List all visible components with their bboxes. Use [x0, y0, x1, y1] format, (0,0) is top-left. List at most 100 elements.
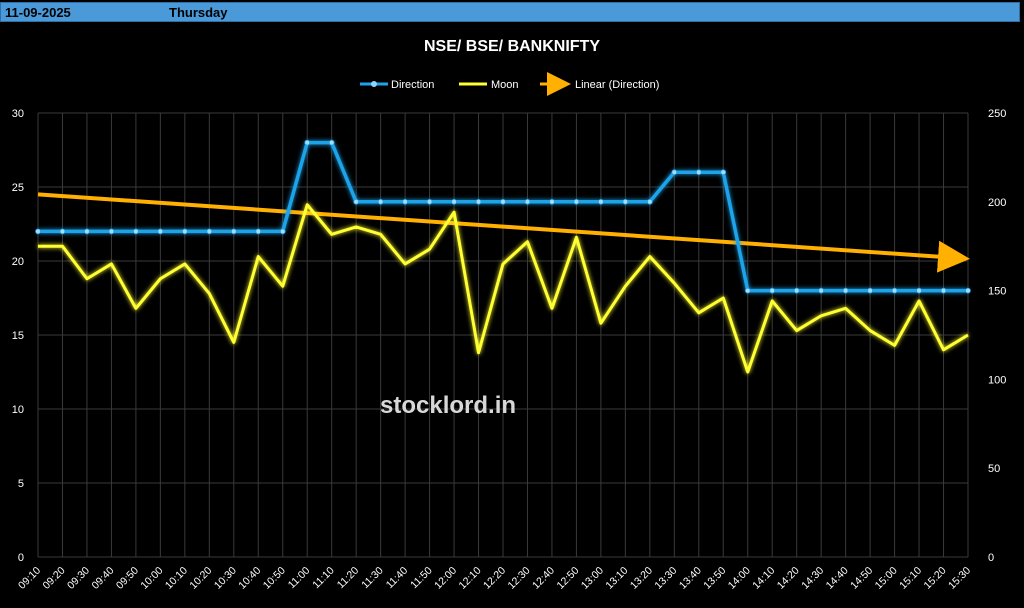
y-left-tick-label: 10	[12, 404, 24, 416]
direction-point	[451, 199, 457, 205]
y-right-tick-label: 50	[988, 463, 1000, 475]
direction-point	[35, 228, 41, 235]
y-right-tick-label: 0	[988, 552, 994, 564]
y-right-tick-label: 150	[988, 286, 1006, 298]
direction-point	[182, 228, 188, 235]
x-tick-label: 11:50	[408, 565, 435, 592]
direction-point	[304, 139, 311, 146]
x-tick-label: 13:30	[652, 565, 679, 592]
x-tick-label: 14:50	[848, 565, 875, 592]
x-tick-label: 11:40	[384, 565, 411, 592]
x-tick-label: 12:40	[530, 565, 557, 592]
direction-point	[842, 287, 849, 294]
direction-point	[255, 228, 262, 235]
x-tick-label: 15:30	[946, 565, 973, 592]
y-left-tick-label: 25	[12, 182, 24, 194]
axes: 05101520253005010015020025009:1009:2009:…	[12, 108, 1007, 592]
y-left-tick-label: 15	[12, 330, 24, 342]
x-tick-label: 09:50	[114, 565, 141, 592]
y-left-tick-label: 20	[12, 256, 24, 268]
direction-point	[230, 228, 237, 235]
direction-point	[940, 287, 947, 294]
direction-series	[35, 139, 971, 294]
x-tick-label: 12:30	[506, 565, 533, 592]
y-right-tick-label: 250	[988, 108, 1006, 120]
x-tick-label: 13:10	[603, 565, 630, 592]
x-tick-label: 10:40	[236, 565, 263, 592]
direction-point	[695, 169, 702, 176]
watermark: stocklord.in	[380, 392, 517, 419]
x-tick-label: 14:30	[799, 565, 826, 592]
x-tick-label: 13:50	[701, 565, 728, 592]
x-tick-label: 12:20	[481, 565, 508, 592]
direction-point	[818, 287, 824, 294]
direction-point	[402, 199, 408, 205]
x-tick-label: 09:20	[41, 565, 68, 592]
x-tick-label: 11:00	[286, 565, 313, 592]
trendline	[37, 192, 970, 273]
direction-point	[475, 199, 482, 205]
x-tick-label: 14:40	[824, 565, 851, 592]
x-tick-label: 10:00	[138, 565, 165, 592]
direction-point	[133, 228, 139, 235]
direction-point	[500, 199, 506, 205]
direction-point	[353, 199, 359, 205]
direction-point	[524, 199, 531, 205]
direction-point	[598, 199, 604, 205]
direction-point	[108, 228, 115, 235]
direction-point	[769, 287, 776, 294]
x-tick-label: 09:30	[65, 565, 92, 592]
direction-point	[744, 287, 751, 294]
legend: Direction Moon Linear (Direction)	[360, 72, 659, 96]
legend-trend-label: Linear (Direction)	[575, 79, 659, 91]
direction-point	[377, 199, 384, 205]
direction-point	[328, 139, 335, 146]
gridlines	[37, 112, 969, 558]
x-tick-label: 11:30	[359, 565, 386, 592]
x-tick-label: 15:10	[897, 565, 924, 592]
x-tick-label: 12:50	[554, 565, 581, 592]
x-tick-label: 09:10	[16, 565, 43, 592]
y-left-tick-label: 30	[12, 108, 24, 120]
direction-point	[891, 287, 898, 294]
direction-point	[426, 199, 433, 205]
day-label: Thursday	[169, 5, 228, 20]
direction-point	[279, 228, 286, 235]
legend-direction-marker	[371, 81, 377, 87]
y-left-tick-label: 5	[18, 478, 24, 490]
direction-point	[671, 169, 678, 176]
y-right-tick-label: 200	[988, 197, 1006, 209]
x-tick-label: 11:10	[310, 565, 337, 592]
moon-series	[38, 203, 969, 374]
x-tick-label: 10:50	[261, 565, 288, 592]
trendline-layer	[37, 192, 970, 273]
direction-point	[206, 228, 213, 235]
x-tick-label: 13:20	[628, 565, 655, 592]
moon-line	[38, 203, 969, 374]
x-tick-label: 09:40	[89, 565, 116, 592]
y-right-tick-label: 100	[988, 374, 1006, 386]
x-tick-label: 12:00	[432, 565, 459, 592]
x-tick-label: 15:20	[922, 565, 949, 592]
direction-point	[965, 287, 971, 294]
direction-point	[720, 169, 727, 176]
direction-point	[573, 199, 580, 205]
y-left-tick-label: 0	[18, 552, 24, 564]
legend-moon-label: Moon	[491, 79, 519, 91]
x-tick-label: 12:10	[457, 565, 484, 592]
direction-point	[157, 228, 164, 235]
date-label: 11-09-2025	[5, 5, 71, 20]
chart-title: NSE/ BSE/ BANKNIFTY	[423, 38, 600, 55]
x-tick-label: 14:20	[775, 565, 802, 592]
direction-point	[84, 228, 90, 235]
x-tick-label: 11:20	[335, 565, 362, 592]
direction-point	[916, 287, 922, 294]
x-tick-label: 13:40	[677, 565, 704, 592]
direction-point	[793, 287, 800, 294]
x-tick-label: 10:10	[163, 565, 190, 592]
x-tick-label: 10:30	[212, 565, 239, 592]
x-tick-label: 10:20	[187, 565, 214, 592]
direction-point	[59, 228, 66, 235]
direction-point	[622, 199, 629, 205]
